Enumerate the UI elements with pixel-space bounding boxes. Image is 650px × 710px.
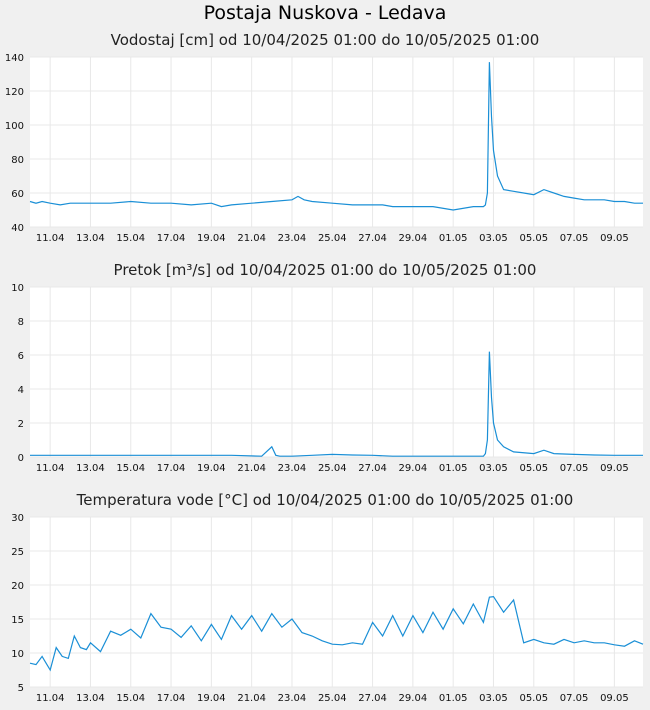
y-tick-label: 10 <box>11 649 24 660</box>
x-tick-label: 27.04 <box>358 693 387 704</box>
x-tick-label: 03.05 <box>479 693 508 704</box>
temperature-chart: 5 10 15 20 25 30 11.04 13.04 15.04 17.04 19.04 21.0… <box>11 513 644 704</box>
x-tick-label: 25.04 <box>318 463 347 474</box>
x-tick-label: 07.05 <box>560 693 589 704</box>
x-tick-label: 05.05 <box>519 463 548 474</box>
y-tick-label: 6 <box>18 351 24 362</box>
x-tick-label: 25.04 <box>318 693 347 704</box>
x-tick-label: 07.05 <box>560 463 589 474</box>
x-tick-label: 07.05 <box>560 233 589 244</box>
y-tick-label: 0 <box>18 453 24 464</box>
y-tick-label: 4 <box>18 385 24 396</box>
plot-area <box>30 287 643 457</box>
x-tick-label: 23.04 <box>278 693 307 704</box>
x-tick-label: 13.04 <box>76 693 105 704</box>
x-tick-label: 17.04 <box>157 693 186 704</box>
y-tick-label: 120 <box>5 87 24 98</box>
x-tick-label: 29.04 <box>399 233 428 244</box>
x-tick-label: 15.04 <box>116 693 145 704</box>
y-tick-label: 100 <box>5 121 24 132</box>
x-tick-label: 03.05 <box>479 233 508 244</box>
x-tick-label: 05.05 <box>519 233 548 244</box>
x-tick-label: 09.05 <box>600 693 629 704</box>
x-tick-label: 09.05 <box>600 233 629 244</box>
y-tick-label: 30 <box>11 513 24 524</box>
x-tick-label: 11.04 <box>36 233 65 244</box>
y-tick-label: 60 <box>11 189 24 200</box>
y-tick-label: 80 <box>11 155 24 166</box>
x-tick-label: 27.04 <box>358 233 387 244</box>
x-tick-label: 19.04 <box>197 233 226 244</box>
x-tick-label: 11.04 <box>36 693 65 704</box>
x-tick-label: 15.04 <box>116 233 145 244</box>
series-line <box>30 351 643 457</box>
x-tick-label: 19.04 <box>197 463 226 474</box>
x-tick-label: 11.04 <box>36 463 65 474</box>
x-tick-label: 21.04 <box>237 463 266 474</box>
y-tick-label: 10 <box>11 283 24 294</box>
x-tick-label: 29.04 <box>399 463 428 474</box>
y-tick-label: 140 <box>5 53 24 64</box>
y-tick-label: 20 <box>11 581 24 592</box>
x-tick-label: 13.04 <box>76 463 105 474</box>
y-tick-label: 40 <box>11 223 24 234</box>
x-tick-label: 19.04 <box>197 693 226 704</box>
x-tick-label: 09.05 <box>600 463 629 474</box>
y-tick-label: 25 <box>11 547 24 558</box>
x-tick-label: 17.04 <box>157 463 186 474</box>
x-tick-label: 23.04 <box>278 463 307 474</box>
x-tick-label: 01.05 <box>439 693 468 704</box>
y-tick-label: 15 <box>11 615 24 626</box>
station-title: Postaja Nuskova - Ledava <box>203 2 447 24</box>
x-tick-label: 15.04 <box>116 463 145 474</box>
x-tick-label: 29.04 <box>399 693 428 704</box>
x-tick-label: 01.05 <box>439 463 468 474</box>
x-tick-label: 21.04 <box>237 233 266 244</box>
plot-area <box>30 57 643 227</box>
x-tick-label: 03.05 <box>479 463 508 474</box>
flow-chart: 0 2 4 6 8 10 11.04 13.04 15.04 17.04 19.04 21.04 23.… <box>11 283 643 474</box>
y-tick-label: 5 <box>18 683 24 694</box>
series-line <box>29 595 644 672</box>
series-line <box>29 62 643 211</box>
x-tick-label: 05.05 <box>519 693 548 704</box>
level-chart: 40 60 80 100 120 140 11.04 13.04 15.04 17.04 19.04… <box>5 53 643 244</box>
x-tick-label: 01.05 <box>439 233 468 244</box>
temperature-chart-title: Temperatura vode [°C] od 10/04/2025 01:0… <box>76 491 574 509</box>
y-tick-label: 2 <box>18 419 24 430</box>
level-chart-title: Vodostaj [cm] od 10/04/2025 01:00 do 10/… <box>110 31 540 49</box>
x-tick-label: 21.04 <box>237 693 266 704</box>
x-tick-label: 25.04 <box>318 233 347 244</box>
x-tick-label: 17.04 <box>157 233 186 244</box>
y-tick-label: 8 <box>18 317 24 328</box>
x-tick-label: 13.04 <box>76 233 105 244</box>
x-tick-label: 23.04 <box>278 233 307 244</box>
flow-chart-title: Pretok [m³/s] od 10/04/2025 01:00 do 10/… <box>113 261 537 279</box>
x-tick-label: 27.04 <box>358 463 387 474</box>
plot-area <box>30 517 643 687</box>
